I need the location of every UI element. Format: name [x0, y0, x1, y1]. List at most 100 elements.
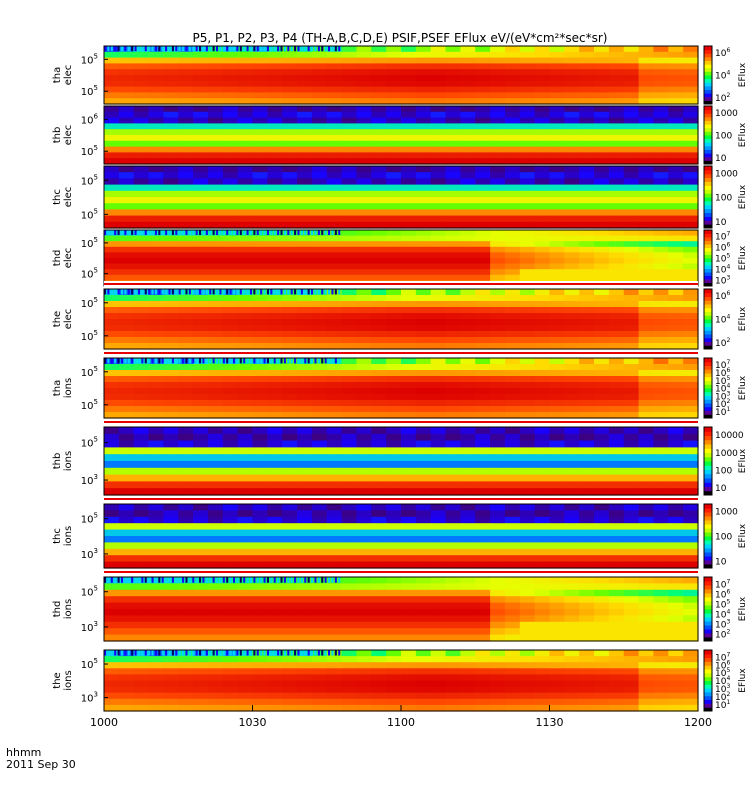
heat-cell	[430, 301, 447, 308]
heat-cell	[356, 674, 372, 682]
heat-cell	[623, 555, 640, 563]
heat-cell	[252, 488, 268, 496]
colorbar-frame	[703, 165, 713, 229]
heat-cell	[534, 178, 551, 186]
heat-cell	[475, 172, 491, 179]
heat-cell	[386, 111, 402, 119]
heat-cell	[549, 325, 565, 332]
heat-cell	[252, 235, 268, 242]
heat-cell	[460, 86, 476, 93]
burst-stripe	[124, 650, 127, 656]
heat-cell	[297, 461, 313, 469]
heat-cell	[311, 325, 328, 332]
heat-cell	[341, 63, 358, 70]
heat-cell	[653, 589, 669, 597]
heat-cell	[341, 609, 358, 616]
heat-cell	[490, 536, 506, 543]
heat-cell	[386, 92, 402, 99]
heat-cell	[237, 57, 254, 64]
heat-cell	[668, 461, 684, 469]
heat-cell	[222, 75, 239, 82]
heat-cell	[297, 241, 313, 248]
heat-cell	[519, 166, 536, 173]
heat-cell	[163, 656, 179, 663]
heat-cell	[415, 258, 432, 265]
heat-cell	[490, 628, 506, 636]
heat-cell	[207, 166, 224, 173]
heat-cell	[668, 577, 684, 584]
heat-cell	[104, 680, 120, 688]
burst-stripe	[144, 230, 147, 236]
heat-cell	[207, 358, 224, 365]
heat-cell	[594, 382, 610, 389]
heat-cell	[207, 536, 224, 543]
heat-cell	[237, 577, 254, 584]
heat-cell	[534, 548, 551, 556]
heat-cell	[564, 656, 580, 663]
heat-cell	[311, 704, 328, 712]
heat-cell	[683, 358, 699, 365]
heat-cell	[460, 146, 476, 153]
heat-cell	[490, 203, 506, 210]
heat-cell	[282, 454, 298, 462]
heat-cell	[683, 523, 699, 531]
heat-cell	[311, 301, 328, 308]
heat-cell	[163, 295, 179, 302]
heat-cell	[490, 146, 506, 153]
heat-cell	[282, 92, 298, 99]
colorbar-step	[704, 452, 712, 458]
heat-cell	[564, 376, 580, 383]
heat-cell	[148, 555, 164, 563]
heat-cell	[386, 615, 402, 623]
heat-cell	[163, 51, 179, 59]
burst-stripe	[188, 577, 191, 583]
heat-cell	[148, 698, 164, 706]
heat-cell	[608, 536, 625, 543]
burst-stripe	[110, 650, 113, 656]
heat-cell	[549, 686, 565, 694]
heat-cell	[653, 674, 669, 682]
burst-stripe	[256, 358, 259, 364]
heat-cell	[297, 111, 313, 119]
heat-cell	[683, 86, 699, 93]
heat-cell	[237, 209, 254, 217]
heat-cell	[193, 561, 209, 569]
heat-cell	[118, 319, 135, 326]
colorbar-step	[704, 254, 712, 259]
heat-cell	[193, 111, 209, 119]
heat-cell	[504, 461, 521, 469]
heat-cell	[252, 98, 268, 105]
heat-cell	[341, 650, 358, 657]
heat-cell	[653, 313, 669, 320]
burst-stripe	[300, 289, 303, 295]
heat-cell	[504, 184, 521, 192]
heat-cell	[668, 86, 684, 93]
heat-cell	[653, 166, 669, 173]
heat-cell	[148, 536, 164, 543]
heat-cell	[668, 440, 684, 448]
heat-cell	[415, 172, 432, 179]
burst-stripe	[229, 577, 232, 583]
heat-cell	[104, 698, 120, 706]
burst-stripe	[311, 650, 314, 656]
heat-cell	[237, 376, 254, 383]
heat-cell	[683, 152, 699, 159]
colorbar-step	[704, 676, 712, 681]
heat-cell	[178, 129, 194, 136]
heat-cell	[504, 427, 521, 435]
heat-cell	[504, 172, 521, 179]
heat-cell	[579, 577, 595, 584]
colorbar-tick-label: 102	[715, 92, 730, 104]
heat-cell	[683, 129, 699, 136]
heat-cell	[193, 313, 209, 320]
colorbar-step	[704, 358, 712, 363]
heat-cell	[356, 117, 372, 124]
heat-cell	[460, 516, 476, 524]
heat-cell	[445, 461, 461, 469]
heat-cell	[207, 488, 224, 496]
heat-cell	[445, 698, 461, 706]
heat-cell	[594, 190, 610, 198]
heat-cell	[356, 140, 372, 148]
heat-cell	[326, 269, 343, 276]
burst-stripe	[324, 358, 327, 364]
